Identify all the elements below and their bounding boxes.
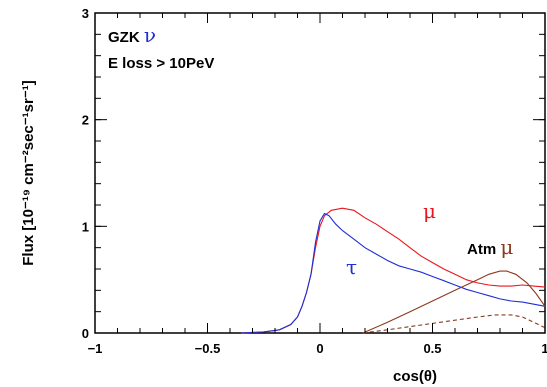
y-tick-label: 3 bbox=[82, 6, 89, 21]
y-axis-title: Flux [10⁻¹⁹ cm⁻²sec⁻¹sr⁻¹] bbox=[20, 80, 37, 266]
x-tick-label: 0 bbox=[316, 341, 323, 356]
x-tick-label: −0.5 bbox=[195, 341, 221, 356]
x-tick-label: 1 bbox=[541, 341, 547, 356]
annotations: GZK ν E loss > 10PeV μ τ Atm μ bbox=[108, 23, 513, 279]
x-axis-title: cos(θ) bbox=[393, 368, 437, 385]
series-line bbox=[362, 314, 546, 334]
tau-series-label: τ bbox=[346, 255, 357, 279]
subtitle-label: E loss > 10PeV bbox=[108, 55, 214, 72]
title-label: GZK ν bbox=[108, 23, 156, 47]
series-line bbox=[241, 212, 546, 334]
series-line bbox=[241, 207, 546, 334]
mu-series-label: μ bbox=[423, 199, 436, 223]
y-tick-label: 1 bbox=[82, 219, 89, 234]
series-line bbox=[362, 270, 546, 334]
y-tick-label: 2 bbox=[82, 113, 89, 128]
x-tick-label: −1 bbox=[88, 341, 103, 356]
atm-mu-symbol: μ bbox=[500, 235, 513, 259]
title-nu: ν bbox=[144, 23, 156, 47]
series-layer bbox=[241, 207, 546, 334]
y-tick-label: 0 bbox=[82, 326, 89, 341]
ticks-layer: −1 −0.5 0 0.5 1 0 1 2 3 cos(θ) Flux [10⁻¹⁹ cm⁻²sec… bbox=[20, 6, 547, 385]
atm-series-label: Atm μ bbox=[467, 235, 513, 259]
x-tick-label: 0.5 bbox=[423, 341, 441, 356]
